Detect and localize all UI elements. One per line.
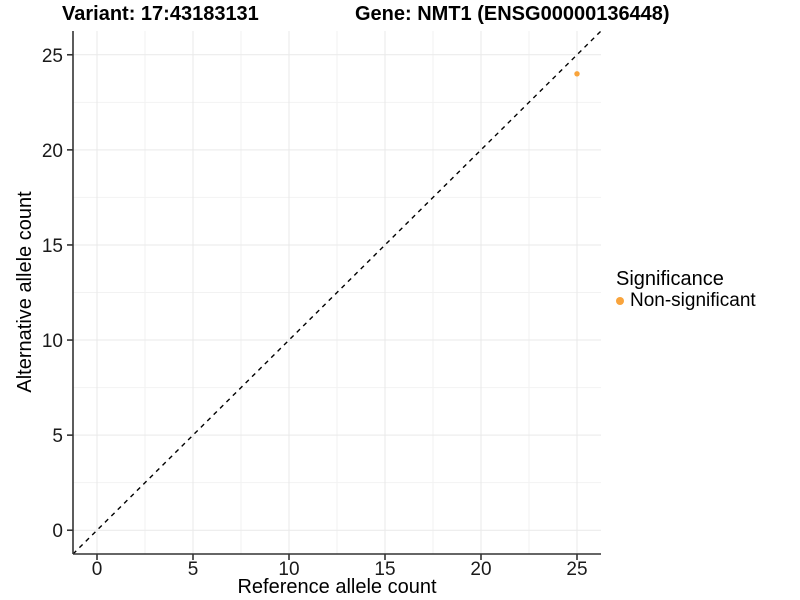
data-point <box>574 71 580 77</box>
identity-line-group <box>72 30 602 555</box>
x-tick-label: 20 <box>470 559 491 580</box>
gridlines-minor <box>73 31 601 554</box>
x-axis-title: Reference allele count <box>237 576 436 598</box>
y-tick-label: 20 <box>42 141 63 162</box>
x-tick-label: 10 <box>278 559 299 580</box>
identity-line <box>72 30 602 555</box>
gridlines-major <box>73 31 601 554</box>
x-tick-label: 5 <box>188 559 199 580</box>
legend-title: Significance <box>616 268 724 290</box>
x-tick-label: 15 <box>374 559 395 580</box>
y-tick-label: 0 <box>52 521 63 542</box>
y-tick-label: 5 <box>52 426 63 447</box>
y-axis-title: Alternative allele count <box>14 191 36 393</box>
y-tick-label: 15 <box>42 236 63 257</box>
legend-item: Non-significant <box>616 291 756 311</box>
y-tick-label: 25 <box>42 46 63 67</box>
legend-item-label: Non-significant <box>630 290 756 311</box>
legend-point-icon <box>616 297 624 305</box>
y-tick-label: 10 <box>42 331 63 352</box>
data-points <box>574 71 580 77</box>
legend: Significance Non-significant <box>616 268 756 311</box>
x-tick-label: 0 <box>92 559 103 580</box>
axis-lines <box>72 31 601 555</box>
x-tick-label: 25 <box>566 559 587 580</box>
tick-marks <box>67 53 578 560</box>
plot-title-variant: Variant: 17:43183131 <box>62 3 259 25</box>
tick-labels: 0 5 10 15 20 25 0 5 10 15 20 25 <box>42 46 588 580</box>
plot-title-gene: Gene: NMT1 (ENSG00000136448) <box>355 3 670 25</box>
